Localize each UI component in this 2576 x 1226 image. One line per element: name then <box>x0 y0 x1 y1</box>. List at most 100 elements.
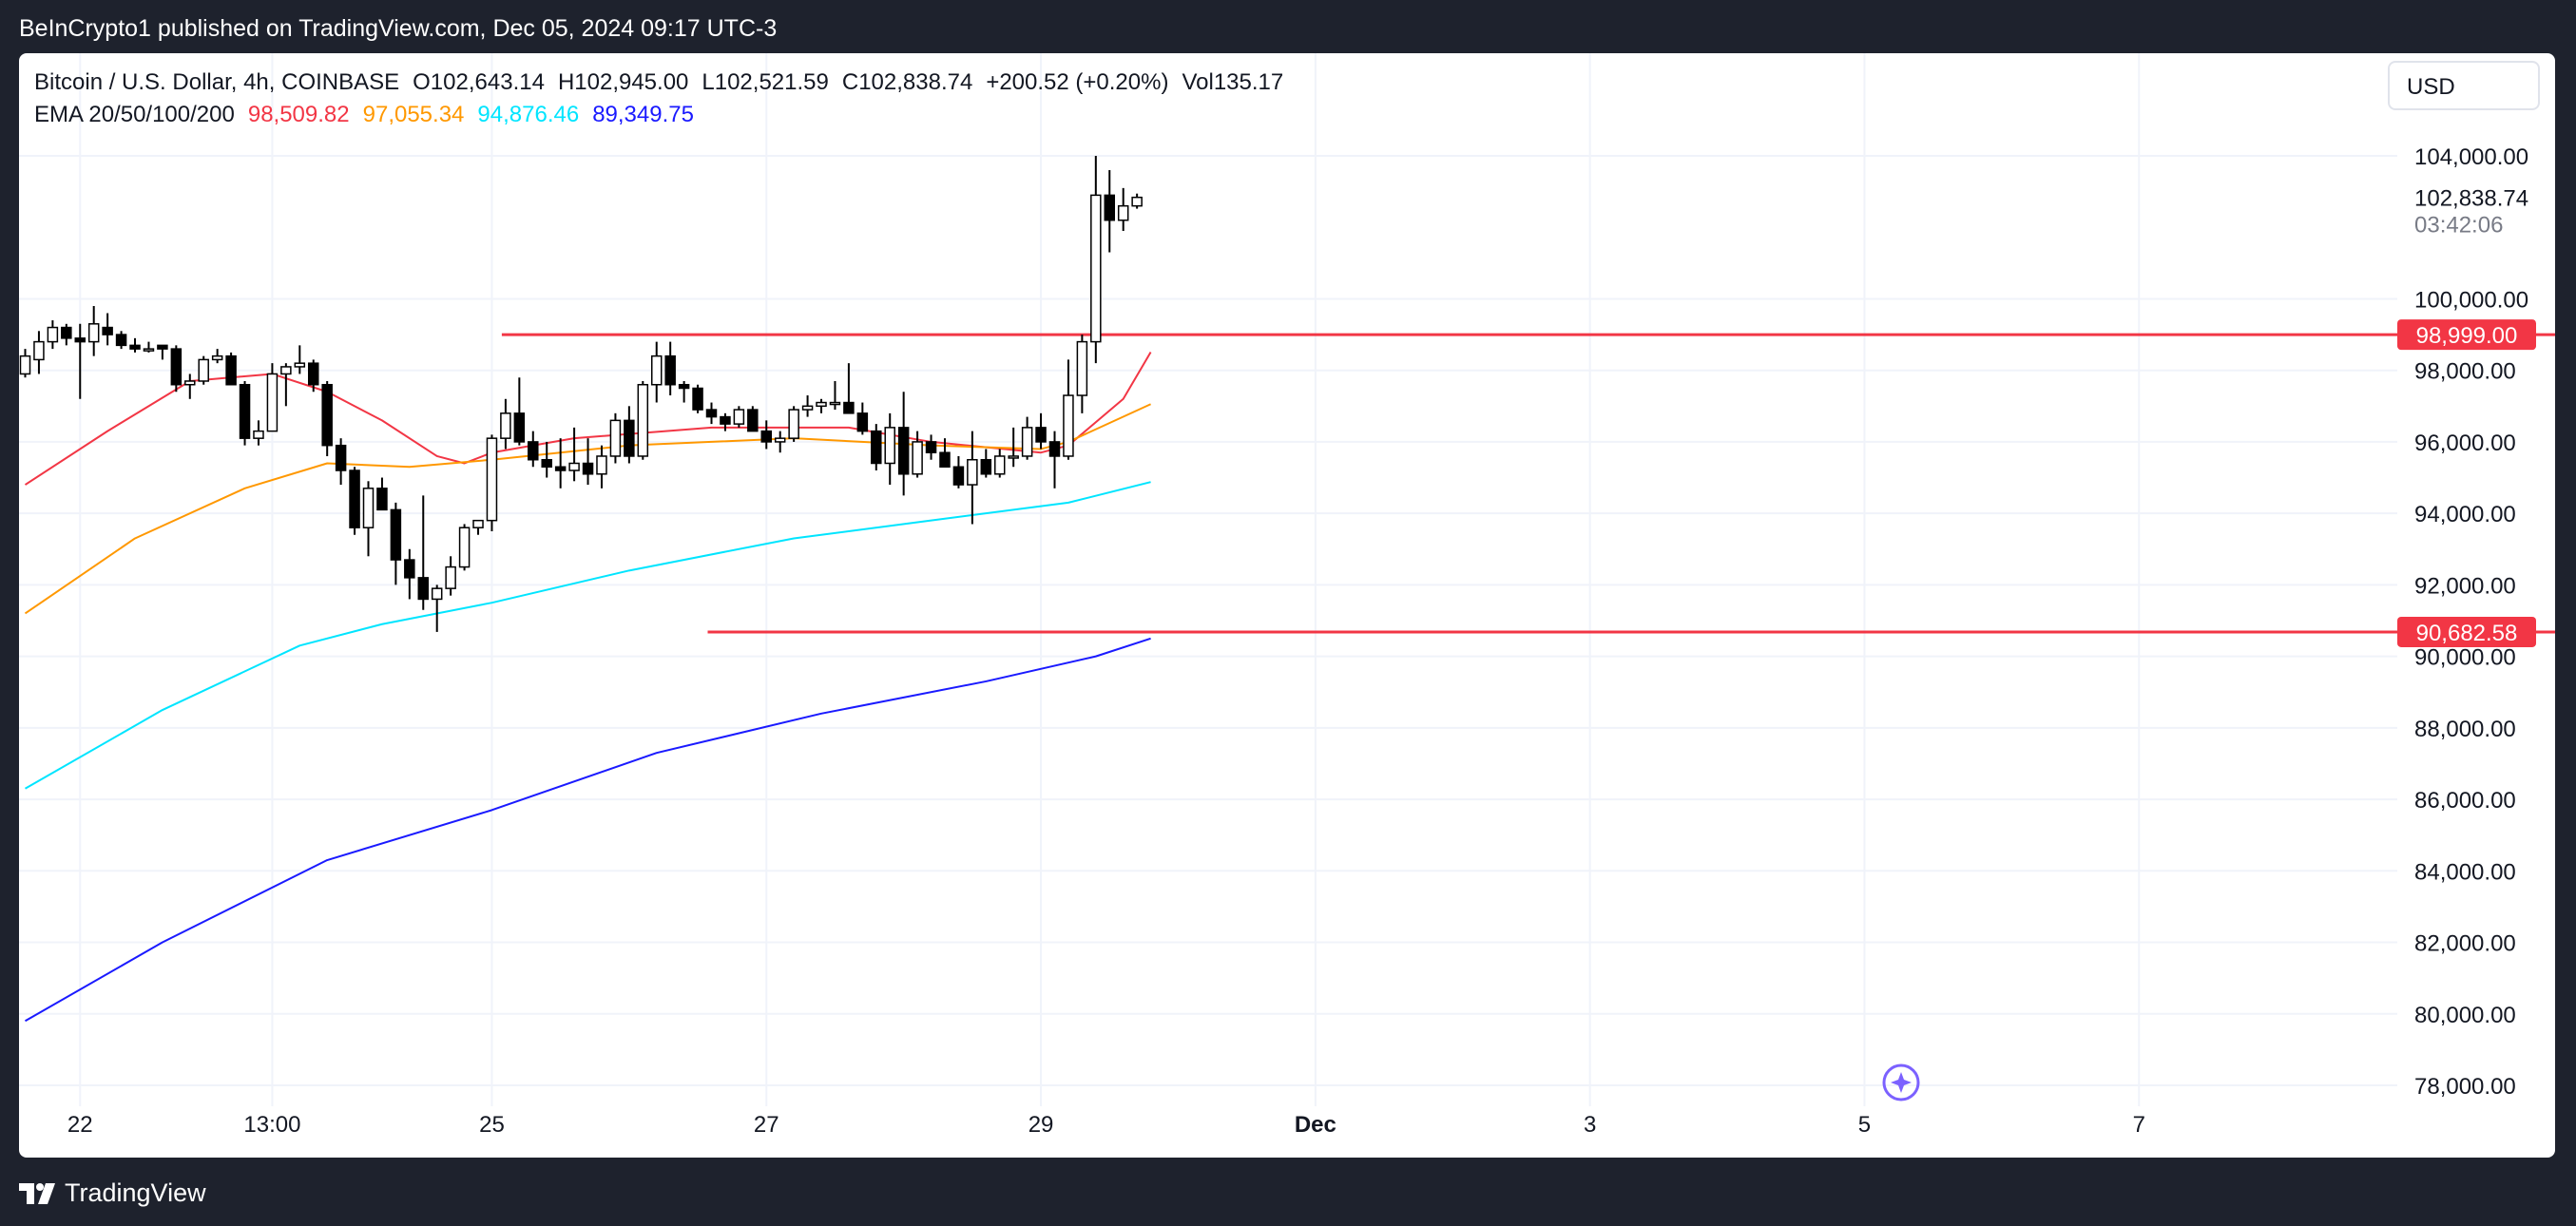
compass-icon[interactable] <box>1882 1063 1920 1101</box>
candle <box>115 331 127 350</box>
ema100-value: 94,876.46 <box>477 102 580 127</box>
ema-row: EMA 20/50/100/200 98,509.82 97,055.34 94… <box>34 99 1283 131</box>
candle-body <box>692 387 703 411</box>
y-tick-label: 88,000.00 <box>2414 717 2516 742</box>
tradingview-logo[interactable]: TradingView <box>19 1178 206 1208</box>
chart-panel[interactable]: 104,000.00 100,000.00 98,000.00 96,000.00 94… <box>19 53 2555 1158</box>
candle <box>1021 416 1033 460</box>
candle <box>376 477 388 511</box>
y-tick-label: 96,000.00 <box>2414 431 2516 456</box>
candle <box>170 345 183 393</box>
tradingview-logo-icon <box>19 1182 55 1204</box>
candle <box>486 434 498 531</box>
candle-body <box>843 401 855 414</box>
close-value: C102,838.74 <box>841 69 973 95</box>
y-tick-label: 78,000.00 <box>2414 1074 2516 1100</box>
candle-body <box>1063 394 1074 457</box>
candle-body <box>157 344 168 350</box>
candle <box>184 374 196 399</box>
candle-body <box>720 415 731 425</box>
candle <box>993 449 1006 478</box>
candle <box>843 363 855 414</box>
y-tick-label: 80,000.00 <box>2414 1003 2516 1028</box>
tradingview-logo-text: TradingView <box>65 1178 206 1207</box>
level-price-tag <box>2397 319 2536 351</box>
candle-body <box>362 488 375 528</box>
candle-body <box>1104 194 1116 221</box>
currency-label: USD <box>2407 74 2455 100</box>
candle-body <box>486 437 498 522</box>
candle-body <box>624 419 635 457</box>
candle <box>404 548 415 600</box>
candle <box>33 331 45 374</box>
candle-body <box>528 441 539 461</box>
high-value: H102,945.00 <box>557 69 689 95</box>
candle-body <box>33 340 45 361</box>
candle-body <box>939 451 951 469</box>
x-tick-label: 3 <box>1584 1112 1596 1138</box>
symbol-label[interactable]: Bitcoin / U.S. Dollar, 4h, COINBASE <box>34 69 400 95</box>
candle <box>952 455 965 488</box>
candle-body <box>912 441 923 475</box>
price-chart[interactable]: 104,000.00 100,000.00 98,000.00 96,000.00 94… <box>19 53 2555 1158</box>
candle <box>816 398 827 413</box>
candle-body <box>143 348 155 352</box>
y-tick-label: 104,000.00 <box>2414 144 2528 170</box>
ema-line <box>24 403 1151 615</box>
candle-body <box>541 458 552 469</box>
candle-body <box>376 488 388 511</box>
candle <box>788 406 799 442</box>
candle-body <box>733 409 745 425</box>
candle <box>624 406 635 464</box>
candle-body <box>1008 455 1019 459</box>
candle-body <box>747 409 759 432</box>
x-tick-label: 25 <box>479 1112 505 1138</box>
candle-body <box>788 409 799 439</box>
countdown-label: 03:42:06 <box>2414 213 2503 239</box>
candle-body <box>225 354 237 386</box>
candle-body <box>650 354 663 386</box>
candle <box>1131 193 1143 209</box>
candle <box>1035 412 1047 450</box>
level-price-label: 90,682.58 <box>2416 621 2518 646</box>
candle-body <box>774 437 786 443</box>
candle-body <box>404 559 415 579</box>
currency-button[interactable]: USD <box>2388 61 2540 110</box>
volume-value: Vol135.17 <box>1182 69 1284 95</box>
x-tick-label: 7 <box>2133 1112 2145 1138</box>
candle <box>102 313 113 346</box>
candle-body <box>609 419 622 457</box>
candle <box>362 481 375 557</box>
candle <box>582 438 594 486</box>
candle <box>1048 431 1061 488</box>
candle-body <box>801 405 814 411</box>
candle <box>541 441 552 478</box>
candle-body <box>554 466 567 471</box>
candle-body <box>417 577 430 601</box>
candle <box>417 495 430 610</box>
chart-legend: Bitcoin / U.S. Dollar, 4h, COINBASE O102… <box>34 67 1283 131</box>
candle <box>884 412 895 486</box>
candle <box>939 438 951 469</box>
candle <box>747 406 759 432</box>
candle <box>774 431 786 453</box>
candle <box>925 434 937 460</box>
candle <box>528 431 539 468</box>
ema50-value: 97,055.34 <box>362 102 465 127</box>
candle <box>967 431 978 525</box>
y-tick-label: 100,000.00 <box>2414 287 2528 313</box>
candle-body <box>1131 196 1143 207</box>
candle-body <box>294 362 306 368</box>
x-tick-label: 27 <box>754 1112 779 1138</box>
ema-label[interactable]: EMA 20/50/100/200 <box>34 102 235 127</box>
x-tick-label: 29 <box>1028 1112 1054 1138</box>
candle-body <box>500 412 511 439</box>
candle <box>596 445 607 488</box>
candle-body <box>61 326 72 339</box>
candle <box>458 524 471 571</box>
candle-body <box>239 383 251 439</box>
publish-info: BeInCrypto1 published on TradingView.com… <box>19 15 778 42</box>
current-price-label: 102,838.74 <box>2414 186 2528 212</box>
candle <box>472 519 484 535</box>
candle-body <box>129 344 141 350</box>
